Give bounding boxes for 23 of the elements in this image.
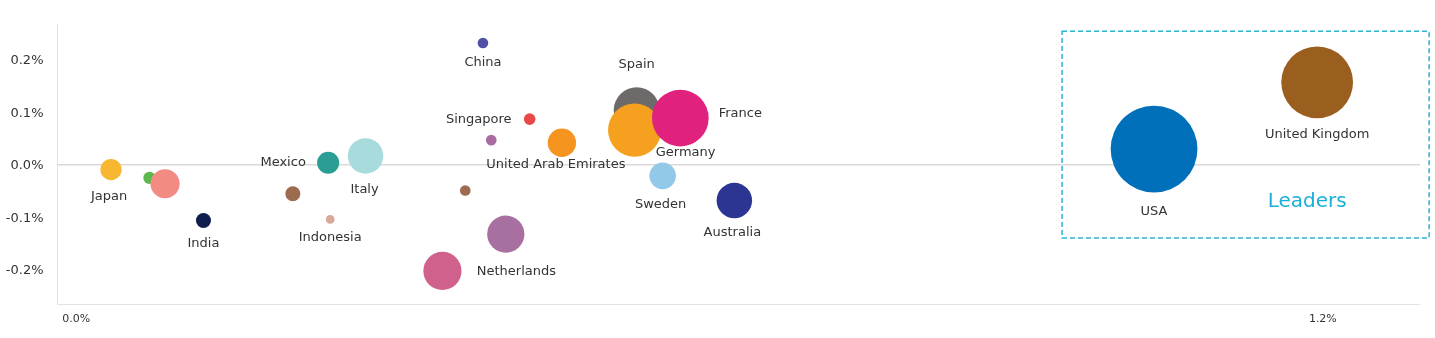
y-tick-label: -0.2% — [5, 262, 44, 278]
series-label: Japan — [89, 187, 128, 203]
y-tick-label: 0.1% — [10, 104, 44, 120]
series-label: Sweden — [634, 195, 687, 211]
y-tick-label: 0.2% — [10, 52, 44, 68]
series-label: India — [187, 235, 220, 251]
series-label: Netherlands — [476, 262, 557, 278]
y-tick-label: -0.1% — [5, 209, 44, 225]
series-label: China — [464, 53, 502, 69]
series-label: Indonesia — [298, 229, 362, 245]
series-label: Mexico — [260, 153, 306, 169]
annotation: Leaders — [1267, 188, 1347, 213]
series-label: Singapore — [445, 111, 512, 127]
y-tick-label: 0.0% — [10, 157, 44, 173]
series-label: Spain — [618, 56, 655, 72]
x-tick-label: 1.2% — [1308, 311, 1337, 325]
series-label: USA — [1140, 203, 1168, 219]
series-label: Italy — [350, 180, 379, 196]
series-label: Australia — [703, 223, 762, 239]
series-label: United Arab Emirates — [486, 155, 626, 171]
series-label: United Kingdom — [1264, 126, 1370, 142]
series-label: Germany — [655, 144, 716, 160]
series-label: France — [718, 105, 762, 121]
